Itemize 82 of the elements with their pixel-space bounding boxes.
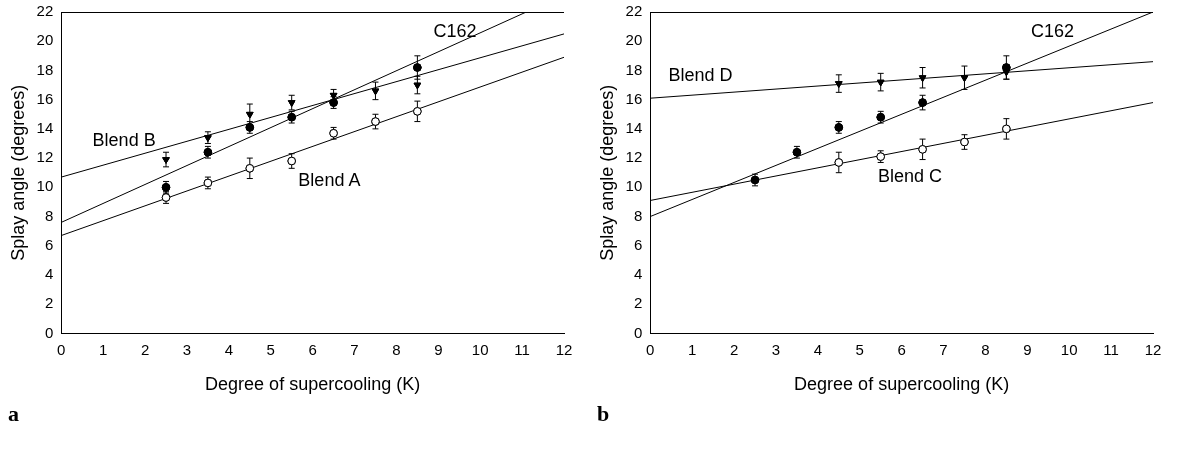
point xyxy=(834,158,844,167)
x-tick-label: 2 xyxy=(729,340,739,358)
x-tick-label: 12 xyxy=(555,340,573,358)
x-tick-label: 0 xyxy=(646,340,655,358)
text: b xyxy=(597,400,610,426)
y-tick-label: 8 xyxy=(44,206,54,224)
x-tick-label: 9 xyxy=(1023,340,1032,358)
y-tick-label: 2 xyxy=(44,294,54,312)
y-tick-label: 0 xyxy=(633,323,643,341)
x-tick-label: 3 xyxy=(182,340,192,358)
point xyxy=(1002,124,1011,134)
point xyxy=(960,75,969,83)
point xyxy=(162,157,170,164)
x-tick-label: 0 xyxy=(57,340,66,358)
x-tick-label: 2 xyxy=(140,340,150,358)
y-tick-label: 2 xyxy=(633,294,643,312)
y-tick-label: 12 xyxy=(625,148,643,166)
x-tick-label: 1 xyxy=(99,340,108,358)
point xyxy=(329,92,338,100)
x-tick-label: 10 xyxy=(471,340,489,358)
text: a xyxy=(8,400,19,426)
point xyxy=(413,63,422,72)
y-tick-label: 4 xyxy=(633,265,643,283)
x-tick-label: 11 xyxy=(514,340,530,358)
x-tick-label: 5 xyxy=(855,340,864,358)
point xyxy=(876,79,885,87)
x-tick-label: 3 xyxy=(771,340,781,358)
y-tick-label: 16 xyxy=(36,89,54,107)
x-tick-label: 9 xyxy=(434,340,443,358)
y-tick-label: 6 xyxy=(633,235,643,253)
point xyxy=(371,117,380,126)
y-axis-title: Splay angle (degrees) xyxy=(596,84,617,261)
x-tick-label: 11 xyxy=(1103,340,1119,358)
y-tick-label: 10 xyxy=(625,177,643,195)
point xyxy=(1002,69,1011,77)
x-tick-label: 8 xyxy=(981,340,990,358)
y-tick-label: 4 xyxy=(44,265,54,283)
x-tick-label: 8 xyxy=(392,340,401,358)
y-tick-label: 8 xyxy=(633,206,643,224)
point xyxy=(287,100,296,107)
x-tick-label: 7 xyxy=(939,340,948,358)
series-label: C162 xyxy=(433,21,477,42)
series-label: C162 xyxy=(1030,21,1074,42)
point xyxy=(918,75,927,83)
y-tick-label: 14 xyxy=(625,119,643,137)
y-tick-label: 12 xyxy=(36,148,54,166)
x-tick-label: 7 xyxy=(350,340,359,358)
x-tick-label: 10 xyxy=(1060,340,1078,358)
y-tick-label: 20 xyxy=(625,31,643,49)
y-tick-label: 6 xyxy=(44,235,54,253)
point xyxy=(246,111,254,119)
y-tick-label: 22 xyxy=(625,2,643,20)
y-axis-title: Splay angle (degrees) xyxy=(7,84,28,261)
point xyxy=(918,145,927,154)
y-tick-label: 14 xyxy=(36,119,54,137)
x-axis-title: Degree of supercooling (K) xyxy=(794,374,1010,395)
series-label: Blend C xyxy=(878,166,943,187)
y-tick-label: 18 xyxy=(625,60,643,78)
y-tick-label: 16 xyxy=(625,89,643,107)
x-tick-label: 12 xyxy=(1144,340,1162,358)
y-tick-label: 20 xyxy=(36,31,54,49)
point xyxy=(204,135,212,142)
point xyxy=(918,98,927,107)
point xyxy=(245,164,255,173)
series-label: Blend D xyxy=(668,65,733,86)
y-tick-label: 0 xyxy=(44,323,54,341)
x-tick-label: 6 xyxy=(308,340,317,358)
x-tick-label: 1 xyxy=(688,340,697,358)
y-tick-label: 18 xyxy=(36,60,54,78)
y-tick-label: 10 xyxy=(36,177,54,195)
x-tick-label: 5 xyxy=(266,340,275,358)
x-tick-label: 4 xyxy=(813,340,823,358)
x-axis-title: Degree of supercooling (K) xyxy=(205,374,421,395)
series-label: Blend B xyxy=(92,129,156,150)
x-tick-label: 4 xyxy=(224,340,234,358)
series-label: Blend A xyxy=(298,170,361,191)
point xyxy=(835,81,843,88)
point xyxy=(413,107,422,116)
point xyxy=(371,88,380,96)
point xyxy=(413,82,422,90)
y-tick-label: 22 xyxy=(36,2,54,20)
x-tick-label: 6 xyxy=(897,340,906,358)
